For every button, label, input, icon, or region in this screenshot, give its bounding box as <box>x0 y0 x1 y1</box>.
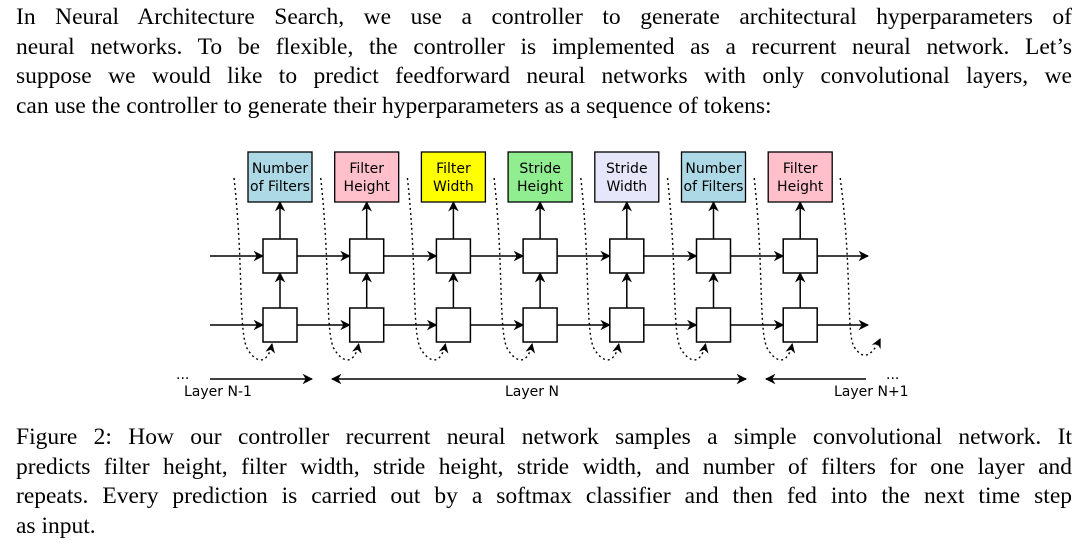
ellipsis-left: ... <box>176 367 189 383</box>
layer-label-prev: Layer N-1 <box>184 384 252 400</box>
rnn-cell-top <box>262 238 298 274</box>
token-label-line1: Filter <box>436 161 471 177</box>
ellipsis-right: ... <box>886 367 899 383</box>
token-label-line2: Height <box>344 179 391 195</box>
token-box <box>507 151 573 203</box>
rnn-cell-bottom <box>262 307 298 343</box>
token-label-line2: Height <box>777 179 824 195</box>
token-label-line2: Width <box>606 179 647 195</box>
intro-paragraph: In Neural Architecture Search, we use a … <box>16 3 1072 121</box>
token-label-line1: Stride <box>606 161 648 177</box>
token-label-line1: Filter <box>783 161 818 177</box>
intro-line: In Neural Architecture Search, we use a … <box>16 4 1072 30</box>
layer-label-current: Layer N <box>505 384 559 400</box>
figure-caption: Figure 2: How our controller recurrent n… <box>16 423 1072 541</box>
token-label-line2: Width <box>433 179 474 195</box>
token-label-line2: of Filters <box>250 179 310 195</box>
caption-line: predicts filter height, filter width, st… <box>16 453 1072 480</box>
intro-line: can use the controller to generate their… <box>16 92 772 119</box>
token-box <box>767 151 833 203</box>
rnn-cell-top <box>695 238 732 274</box>
token-box <box>420 151 487 203</box>
rnn-cell-bottom <box>609 307 645 343</box>
caption-line: Figure 2: How our controller recurrent n… <box>16 424 1072 450</box>
token-label-line2: of Filters <box>684 179 744 195</box>
token-box <box>680 151 747 203</box>
intro-line: suppose we would like to predict feedfor… <box>16 63 1072 89</box>
token-box <box>334 151 400 203</box>
rnn-cell-top <box>609 238 645 274</box>
feedback-dotted-arrow-trailing <box>839 177 881 356</box>
token-label-line1: Stride <box>519 161 561 177</box>
token-label-line1: Number <box>685 161 741 177</box>
intro-line: neural networks. To be flexible, the con… <box>16 33 1072 60</box>
controller-rnn-figure: Number of Filters Filter Height Filter Width S… <box>176 151 909 400</box>
token-box <box>247 151 313 203</box>
layer-label-next: Layer N+1 <box>834 384 909 400</box>
caption-line: repeats. Every prediction is carried out… <box>16 483 1072 509</box>
rnn-cell-top <box>782 238 818 274</box>
rnn-cell-bottom <box>348 307 385 343</box>
token-box <box>594 151 660 203</box>
token-label-line1: Number <box>252 161 308 177</box>
rnn-cell-top <box>522 238 558 274</box>
rnn-cell-top <box>348 238 385 274</box>
rnn-cell-top <box>435 238 472 274</box>
rnn-cell-bottom <box>522 307 558 343</box>
rnn-cell-bottom <box>782 307 818 343</box>
rnn-cell-bottom <box>435 307 472 343</box>
rnn-cell-bottom <box>695 307 732 343</box>
token-label-line1: Filter <box>349 161 384 177</box>
token-label-line2: Height <box>517 179 564 195</box>
caption-line: as input. <box>16 512 96 539</box>
